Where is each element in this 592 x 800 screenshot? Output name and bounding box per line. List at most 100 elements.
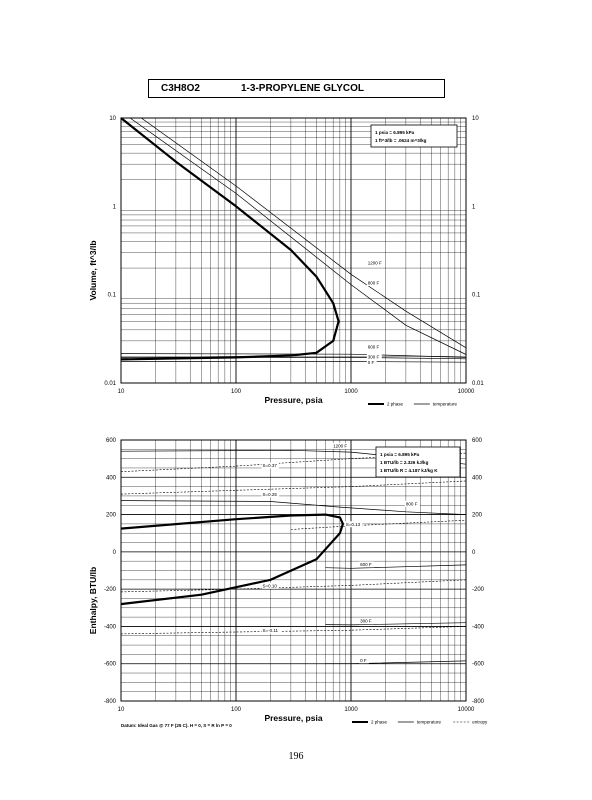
label-bg	[366, 280, 382, 287]
curve-label: 800 F	[406, 501, 418, 506]
y-tick-label: 600	[106, 438, 117, 444]
y-tick-label: -600	[104, 662, 117, 668]
plot-frame	[120, 439, 467, 702]
x-tick-label: 100	[231, 707, 242, 713]
temperature-line	[120, 353, 467, 358]
y-axis-label: Enthalpy, BTU/lb	[88, 567, 98, 634]
y-tick-label: -800	[104, 699, 117, 705]
legend-label: 2 phase	[371, 720, 388, 725]
label-bg	[261, 491, 280, 498]
y-tick-label: 200	[106, 513, 117, 519]
entropy-line	[120, 579, 467, 593]
label-bg	[404, 500, 420, 507]
y-tick-label: -200	[104, 587, 117, 593]
chart-2: 10 100 1000 10000 600 400 200 0 -200 -400 -600 -800…	[88, 438, 488, 725]
y-tick-label-right: 400	[472, 475, 483, 481]
units-note: 1 BTU/lb = 2.326 kJ/kg	[380, 460, 429, 465]
y-tick-label: 10	[109, 116, 116, 122]
page-number: 196	[288, 751, 304, 762]
y-tick-label-right: 10	[472, 116, 479, 122]
units-note: 1 ft^3/lb = .0624 m^3/kg	[375, 138, 427, 143]
temperature-line	[121, 361, 467, 363]
curve-label: 300 F	[360, 619, 372, 624]
label-bg	[366, 344, 382, 351]
label-bg	[359, 618, 375, 625]
y-axis-label: Volume, ft^3/lb	[88, 240, 98, 300]
label-bg	[366, 259, 385, 266]
curve-label: S=0.10	[263, 583, 278, 588]
y-tick-label-right: -800	[472, 699, 485, 705]
curve-label: 800 F	[368, 281, 380, 286]
x-axis-label: Pressure, psia	[264, 395, 322, 405]
x-axis-label: Pressure, psia	[264, 713, 322, 723]
y-tick-label-right: -600	[472, 662, 485, 668]
label-bg	[366, 359, 377, 366]
chart-1: 10 100 1000 100001010.10.011010.10.01Pressu…	[88, 116, 484, 407]
x-tick-label: 10	[118, 389, 125, 395]
legend-label: 2 phase	[387, 402, 404, 407]
label-bg	[359, 561, 375, 568]
curve-label: 600 F	[360, 562, 372, 567]
y-tick-label: 1	[113, 204, 117, 210]
label-bg	[344, 521, 363, 528]
grid	[121, 118, 466, 383]
temperature-line	[129, 117, 467, 355]
y-tick-label: -400	[104, 624, 117, 630]
curve-label: 0 F	[368, 360, 375, 365]
plot-frame	[120, 117, 467, 384]
curve-label: S=0.13	[346, 522, 361, 527]
formula-label: C3H8O2	[161, 83, 200, 94]
y-tick-label-right: -200	[472, 587, 485, 593]
curve-label: 0 F	[360, 658, 367, 663]
y-tick-label-right: 1	[472, 204, 476, 210]
y-tick-label: 400	[106, 475, 117, 481]
label-bg	[332, 442, 350, 449]
curve-label: 1200 F	[333, 443, 347, 448]
units-box	[375, 446, 461, 478]
temperature-line	[120, 500, 467, 515]
curve-label: 1200 F	[368, 260, 382, 265]
units-note: 1 BTU/lb R = 4.187 kJ/kg K	[380, 468, 438, 473]
label-bg	[366, 353, 382, 360]
y-tick-label: 0.1	[108, 293, 117, 299]
two-phase-line	[120, 513, 344, 606]
y-tick-label-right: -400	[472, 624, 485, 630]
y-tick-label: 0.01	[104, 381, 116, 387]
curve-label: 600 F	[368, 345, 380, 350]
x-tick-label: 1000	[344, 707, 358, 713]
entropy-line	[120, 480, 467, 495]
entropy-line	[120, 626, 467, 635]
curve-label: S=-0.11	[263, 628, 279, 633]
y-tick-label-right: 200	[472, 513, 483, 519]
label-bg	[261, 582, 280, 589]
label-bg	[261, 627, 282, 634]
two-phase-line	[120, 117, 340, 361]
x-tick-label: 10000	[458, 389, 475, 395]
temperature-line	[325, 564, 467, 569]
temperature-line	[325, 622, 467, 626]
curve-label: S=0.37	[263, 463, 278, 468]
curve-label: 300 F	[368, 354, 380, 359]
y-tick-label-right: 0	[472, 550, 476, 556]
units-note: 1 psia = 6.895 kPa	[375, 130, 415, 135]
label-bg	[261, 462, 280, 469]
x-tick-label: 100	[231, 389, 242, 395]
compound-name-label: 1-3-PROPYLENE GLYCOL	[241, 83, 364, 94]
curve-label: S=0.25	[263, 492, 278, 497]
x-tick-label: 10000	[458, 707, 475, 713]
datum-note: Datum: Ideal Gas @ 77 F (25 C). H = 0, S…	[121, 723, 232, 728]
temperature-line	[121, 357, 467, 360]
legend-label: entropy	[472, 720, 488, 725]
entropy-line	[290, 519, 467, 530]
y-tick-label-right: 0.1	[472, 293, 481, 299]
y-tick-label-right: 0.01	[472, 381, 484, 387]
y-tick-label: 0	[113, 550, 117, 556]
units-note: 1 psia = 6.895 kPa	[380, 452, 420, 457]
chart-header: C3H8O2 1-3-PROPYLENE GLYCOL	[148, 79, 445, 98]
legend-label: temperature	[417, 720, 442, 725]
legend-label: temperature	[433, 402, 458, 407]
label-bg	[359, 657, 369, 664]
y-tick-label-right: 600	[472, 438, 483, 444]
temperature-line	[325, 660, 467, 665]
